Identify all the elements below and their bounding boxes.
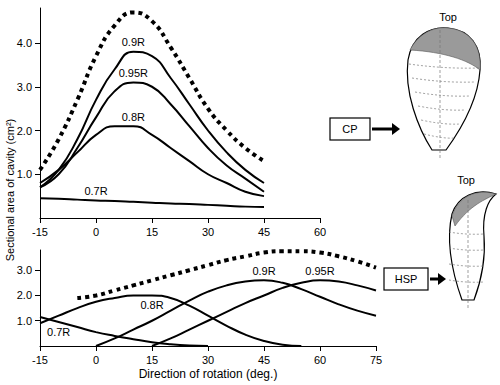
svg-text:45: 45 <box>258 226 270 238</box>
svg-text:30: 30 <box>202 354 214 366</box>
svg-text:0.95R: 0.95R <box>305 265 334 277</box>
svg-text:0.7R: 0.7R <box>84 185 107 197</box>
svg-text:1.0: 1.0 <box>17 168 32 180</box>
svg-text:-15: -15 <box>32 226 48 238</box>
svg-text:Direction of rotation (deg.): Direction of rotation (deg.) <box>139 367 278 381</box>
svg-text:HSP: HSP <box>395 273 418 285</box>
svg-text:0.9R: 0.9R <box>252 265 275 277</box>
svg-text:60: 60 <box>314 226 326 238</box>
svg-text:0.8R: 0.8R <box>140 299 163 311</box>
svg-text:CP: CP <box>342 123 357 135</box>
svg-text:2.0: 2.0 <box>17 125 32 137</box>
svg-text:Top: Top <box>457 174 475 186</box>
svg-text:75: 75 <box>370 354 382 366</box>
svg-text:0: 0 <box>93 226 99 238</box>
svg-text:0.95R: 0.95R <box>119 67 148 79</box>
svg-text:60: 60 <box>314 354 326 366</box>
svg-text:30: 30 <box>202 226 214 238</box>
svg-text:0.7R: 0.7R <box>47 326 70 338</box>
svg-text:45: 45 <box>258 354 270 366</box>
svg-text:15: 15 <box>146 354 158 366</box>
svg-text:4.0: 4.0 <box>17 37 32 49</box>
svg-text:Top: Top <box>439 11 457 23</box>
svg-text:15: 15 <box>146 226 158 238</box>
svg-text:1.0: 1.0 <box>17 315 32 327</box>
svg-text:0.9R: 0.9R <box>122 36 145 48</box>
svg-text:3.0: 3.0 <box>17 81 32 93</box>
svg-text:3.0: 3.0 <box>17 264 32 276</box>
svg-text:0.8R: 0.8R <box>122 111 145 123</box>
svg-text:0: 0 <box>93 354 99 366</box>
svg-text:-15: -15 <box>32 354 48 366</box>
svg-text:Sectional area of cavity (cm²): Sectional area of cavity (cm²) <box>4 119 16 261</box>
svg-text:2.0: 2.0 <box>17 289 32 301</box>
